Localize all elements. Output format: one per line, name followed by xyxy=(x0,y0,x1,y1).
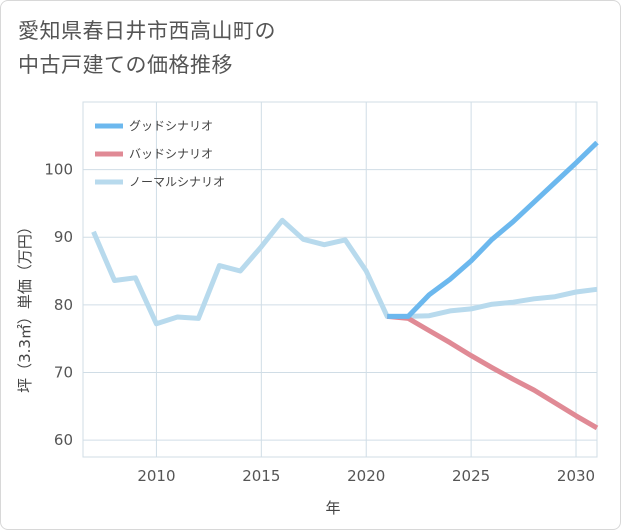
grid xyxy=(82,101,598,458)
y-axis-label: 坪（3.3㎡）単価（万円） xyxy=(16,219,34,393)
legend-label: バッドシナリオ xyxy=(129,147,213,161)
y-tick-label: 70 xyxy=(54,363,73,381)
y-tick-label: 100 xyxy=(44,161,73,179)
series-line-bad xyxy=(386,313,599,431)
y-tick-label: 80 xyxy=(54,296,73,314)
x-tick-label: 2025 xyxy=(452,467,490,485)
legend-label: ノーマルシナリオ xyxy=(129,175,225,189)
y-tick-label: 60 xyxy=(54,431,73,449)
y-tick-label: 90 xyxy=(54,228,73,246)
chart-title-line2: 中古戸建ての価格推移 xyxy=(18,53,233,77)
y-axis-ticks: 60 70 80 90 100 xyxy=(44,161,73,449)
legend-label: グッドシナリオ xyxy=(129,119,213,133)
series-line-good xyxy=(387,140,599,319)
series-lines xyxy=(91,140,599,431)
x-tick-label: 2015 xyxy=(242,467,280,485)
x-tick-label: 2010 xyxy=(137,467,175,485)
plot-frame xyxy=(82,101,598,458)
series-line-normal xyxy=(91,217,598,327)
chart-title: 愛知県春日井市西高山町の 中古戸建ての価格推移 xyxy=(18,14,498,82)
x-tick-label: 2020 xyxy=(347,467,385,485)
x-tick-label: 2030 xyxy=(557,467,595,485)
x-axis-ticks: 2010 2015 2020 2025 2030 xyxy=(137,467,595,485)
chart-title-line1: 愛知県春日井市西高山町の xyxy=(18,19,276,43)
x-axis-label: 年 xyxy=(325,499,340,517)
